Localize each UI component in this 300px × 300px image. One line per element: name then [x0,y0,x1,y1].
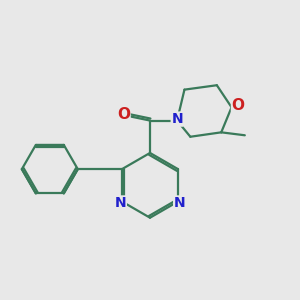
Text: N: N [174,196,185,210]
Text: N: N [115,196,126,210]
Text: O: O [117,107,130,122]
Text: N: N [171,112,183,126]
Text: O: O [232,98,244,113]
